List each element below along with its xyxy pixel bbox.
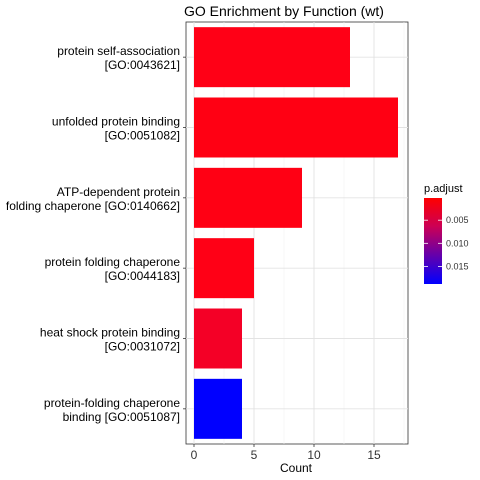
x-tick-label: 15 bbox=[367, 448, 381, 462]
legend-tick-label: 0.015 bbox=[446, 261, 469, 271]
y-tick-label: unfolded protein binding bbox=[52, 115, 180, 129]
bar bbox=[194, 378, 242, 439]
y-tick-label: [GO:0051082] bbox=[105, 129, 180, 143]
legend-colorbar bbox=[424, 198, 442, 284]
plot-panel bbox=[185, 21, 409, 445]
legend: p.adjust 0.005 0.010 0.015 bbox=[424, 183, 469, 284]
y-tick-label: [GO:0043621] bbox=[105, 58, 180, 72]
x-tick-label: 10 bbox=[307, 448, 321, 462]
y-tick-label: ATP-dependent protein bbox=[57, 185, 180, 199]
y-axis-labels: protein self-association[GO:0043621] unfo… bbox=[6, 44, 186, 424]
x-axis-ticks: 0 5 10 15 bbox=[191, 444, 381, 462]
y-tick-label: [GO:0044183] bbox=[105, 269, 180, 283]
y-tick-label: binding [GO:0051087] bbox=[63, 410, 180, 424]
y-tick-label: [GO:0031072] bbox=[105, 340, 180, 354]
legend-title: p.adjust bbox=[424, 183, 463, 195]
y-tick-label: heat shock protein binding bbox=[40, 326, 180, 340]
bar bbox=[194, 308, 242, 369]
bar bbox=[194, 27, 350, 88]
y-tick-label: protein-folding chaperone bbox=[44, 396, 180, 410]
bars bbox=[194, 27, 398, 439]
y-tick-label: protein folding chaperone bbox=[45, 255, 181, 269]
x-axis-title: Count bbox=[280, 461, 313, 475]
legend-tick-label: 0.010 bbox=[446, 238, 469, 248]
x-tick-label: 5 bbox=[251, 448, 258, 462]
legend-ticks: 0.005 0.010 0.015 bbox=[424, 215, 469, 271]
bar bbox=[194, 238, 254, 299]
bar bbox=[194, 167, 302, 228]
y-tick-label: folding chaperone [GO:0140662] bbox=[6, 199, 180, 213]
chart-title: GO Enrichment by Function (wt) bbox=[184, 3, 384, 19]
y-tick-label: protein self-association bbox=[57, 44, 180, 58]
bar bbox=[194, 97, 398, 158]
x-tick-label: 0 bbox=[191, 448, 198, 462]
legend-tick-label: 0.005 bbox=[446, 215, 469, 225]
